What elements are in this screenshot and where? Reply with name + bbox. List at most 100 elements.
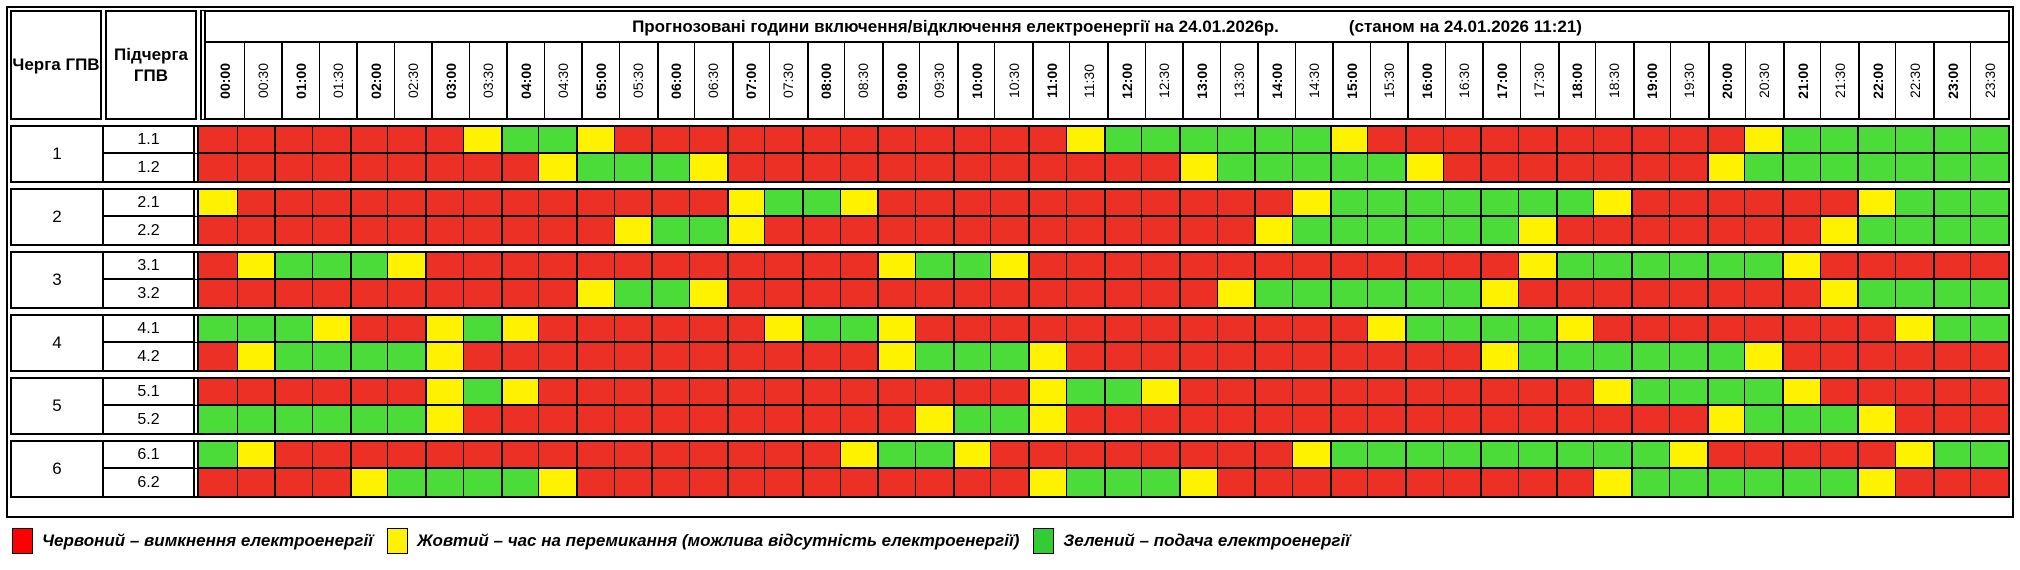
schedule-cell [990, 253, 1029, 280]
schedule-cell [764, 190, 802, 217]
schedule-cell [1291, 190, 1330, 217]
schedule-cell [952, 280, 991, 307]
schedule-cell [764, 442, 802, 469]
schedule-cell [1141, 469, 1179, 496]
schedule-cell [1103, 469, 1142, 496]
schedule-cell [877, 127, 916, 154]
schedule-cell [538, 469, 576, 496]
time-label-text: 19:00 [1644, 62, 1661, 99]
legend-swatch [1033, 528, 1055, 554]
schedule-cell [1065, 442, 1104, 469]
schedule-cell [236, 343, 275, 370]
schedule-cell [387, 406, 426, 433]
schedule-cell [538, 379, 576, 406]
schedule-cell [1367, 406, 1405, 433]
schedule-cell [1405, 190, 1443, 217]
time-label: 10:00 [956, 43, 995, 118]
time-label-text: 03:30 [480, 62, 497, 99]
schedule-cell [1216, 442, 1255, 469]
schedule-cell [1781, 127, 1820, 154]
schedule-cell [651, 154, 689, 181]
schedule-cell [387, 316, 426, 343]
subqueue-cell: 6.1 [104, 442, 199, 469]
schedule-cell [764, 406, 802, 433]
schedule-cell [199, 442, 237, 469]
schedule-cell [1706, 442, 1745, 469]
schedule-cell [1367, 190, 1405, 217]
schedule-cell [1216, 154, 1255, 181]
schedule-cell [651, 127, 689, 154]
schedule-cell [952, 469, 991, 496]
legend-label: Зелений – подача електроенергії [1063, 531, 1350, 550]
schedule-cell [1555, 280, 1594, 307]
schedule-cell [651, 469, 689, 496]
schedule-cell [462, 442, 501, 469]
schedule-cell [915, 406, 953, 433]
schedule-cell [1442, 316, 1481, 343]
schedule-cell [1329, 442, 1368, 469]
schedule-cell [575, 316, 614, 343]
schedule-cell [613, 406, 652, 433]
schedule-cell [877, 154, 916, 181]
schedule-cell [915, 379, 953, 406]
schedule-cell [462, 253, 501, 280]
queue-cell: 5 [12, 379, 104, 433]
schedule-cell [651, 253, 689, 280]
schedule-cell [1518, 280, 1556, 307]
schedule-cell [1405, 154, 1443, 181]
schedule-cell [1593, 406, 1632, 433]
schedule-cell [1065, 190, 1104, 217]
schedule-cell [425, 379, 463, 406]
schedule-cell [500, 280, 539, 307]
legend-item: Жовтий – час на перемикання (можлива від… [386, 528, 1019, 554]
time-label-text: 02:30 [404, 62, 421, 99]
schedule-cell [462, 469, 501, 496]
schedule-cell [1103, 406, 1142, 433]
time-label: 10:30 [994, 43, 1032, 118]
schedule-cell [802, 442, 840, 469]
time-label-text: 20:00 [1719, 62, 1736, 99]
schedule-cell [1857, 280, 1895, 307]
schedule-cell [839, 343, 878, 370]
schedule-cell [1631, 253, 1669, 280]
schedule-cell [688, 316, 727, 343]
schedule-cell [839, 280, 878, 307]
schedule-cell [1668, 442, 1707, 469]
schedule-cell [1668, 154, 1707, 181]
schedule-cell [1932, 442, 1971, 469]
schedule-cell [651, 217, 689, 244]
schedule-cell [1970, 406, 2008, 433]
schedule-cell [1970, 280, 2008, 307]
schedule-cell [613, 253, 652, 280]
schedule-cell [1932, 127, 1971, 154]
schedule-cell [1291, 280, 1330, 307]
legend: Червоний – вимкнення електроенергії Жовти… [12, 528, 1350, 554]
schedule-cell [613, 154, 652, 181]
schedule-cell [688, 154, 727, 181]
schedule-cell [764, 343, 802, 370]
time-label-text: 09:00 [893, 62, 910, 99]
schedule-cell [1819, 379, 1858, 406]
schedule-cell [538, 154, 576, 181]
schedule-cell [726, 280, 765, 307]
schedule-cell [425, 343, 463, 370]
schedule-cell [839, 253, 878, 280]
schedule-cell [1744, 127, 1782, 154]
time-label: 14:00 [1257, 43, 1295, 118]
time-label-text: 14:30 [1305, 62, 1322, 99]
schedule-cell [538, 316, 576, 343]
schedule-cell [1819, 190, 1858, 217]
subqueue-header: Підчерга ГПВ [105, 10, 197, 120]
schedule-cell [236, 379, 275, 406]
schedule-cell [236, 127, 275, 154]
schedule-cell [1028, 154, 1066, 181]
schedule-cell [199, 469, 237, 496]
queue-cell: 6 [12, 442, 104, 496]
queue-cell: 4 [12, 316, 104, 370]
schedule-cell [1668, 217, 1707, 244]
schedule-cell [1216, 253, 1255, 280]
schedule-cell [274, 379, 313, 406]
time-label: 01:30 [318, 43, 357, 118]
schedule-cell [1065, 379, 1104, 406]
schedule-cell [236, 406, 275, 433]
